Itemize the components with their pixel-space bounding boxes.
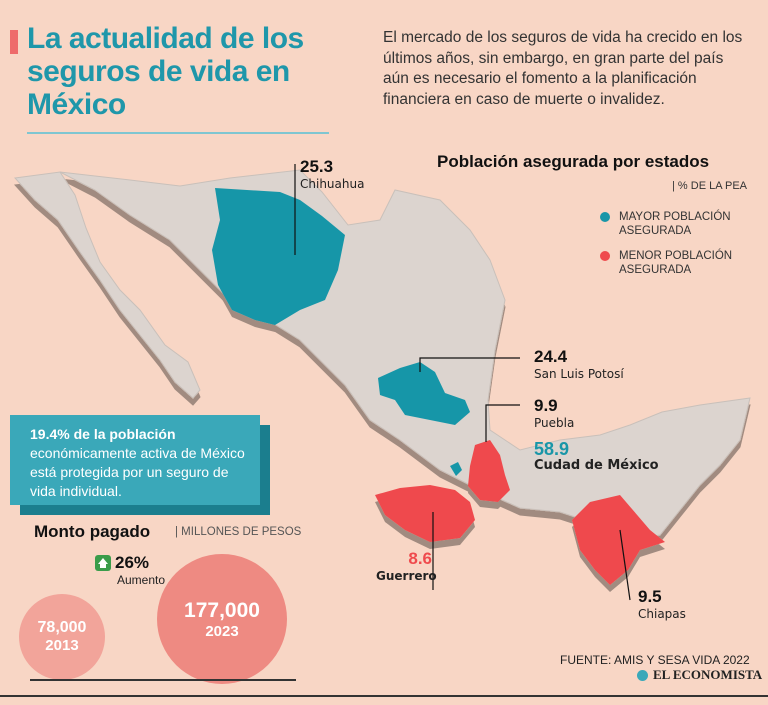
label-cdmx: 58.9 Cudad de México xyxy=(534,440,659,474)
brand-name: EL ECONOMISTA xyxy=(653,667,763,682)
leader-puebla xyxy=(485,404,520,442)
title-divider xyxy=(27,132,329,134)
state-chihuahua xyxy=(212,188,345,325)
label-guerrero: 8.6 Guerrero xyxy=(376,549,437,584)
puebla-name: Puebla xyxy=(534,416,575,430)
chiapas-value: 9.5 xyxy=(638,587,662,606)
chihuahua-value: 25.3 xyxy=(300,157,334,176)
cdmx-value: 58.9 xyxy=(534,439,570,459)
house-up-icon xyxy=(95,555,111,571)
legend-low-dot xyxy=(600,251,610,261)
bubble-2013: 78,000 2013 xyxy=(18,593,106,681)
baja-california-peninsula xyxy=(13,171,201,399)
source-note: FUENTE: AMIS Y SESA VIDA 2022 xyxy=(560,653,750,667)
legend-low: MENOR POBLACIÓN ASEGURADA xyxy=(600,249,750,277)
info-text: económicamente activa de México está pro… xyxy=(30,445,245,499)
label-chiapas: 9.5 Chiapas xyxy=(638,588,686,622)
leader-chiapas xyxy=(619,529,631,601)
page-title: La actualidad de los seguros de vida en … xyxy=(27,22,304,121)
chihuahua-name: Chihuahua xyxy=(300,177,365,191)
map-title: Población asegurada por estados xyxy=(437,152,710,171)
mexico-map xyxy=(13,164,751,601)
legend-low-label: MENOR POBLACIÓN ASEGURADA xyxy=(619,250,733,276)
bubble-2023-year: 2023 xyxy=(205,622,239,640)
guerrero-value: 8.6 xyxy=(408,549,432,568)
map-unit: | % DE LA PEA xyxy=(672,180,748,192)
label-chihuahua: 25.3 Chihuahua xyxy=(300,158,364,192)
bubble-2023-amount: 177,000 xyxy=(184,598,260,622)
cdmx-name: Cudad de México xyxy=(534,458,659,473)
info-box: 19.4% de la población económicamente act… xyxy=(10,415,260,505)
brand: EL ECONOMISTA xyxy=(637,667,762,683)
slp-value: 24.4 xyxy=(534,347,568,366)
slp-name: San Luis Potosí xyxy=(534,367,624,381)
bubble-2013-amount: 78,000 xyxy=(37,619,87,637)
paid-unit: | MILLONES DE PESOS xyxy=(175,526,302,538)
state-guerrero xyxy=(375,485,475,542)
legend-high-label: MAYOR POBLACIÓN ASEGURADA xyxy=(619,211,731,237)
label-slp: 24.4 San Luis Potosí xyxy=(534,348,624,382)
legend-high: MAYOR POBLACIÓN ASEGURADA xyxy=(600,210,750,238)
bubble-2023: 177,000 2023 xyxy=(157,554,287,684)
paid-divider xyxy=(30,679,296,681)
state-chiapas xyxy=(572,495,665,585)
bottom-divider xyxy=(0,695,768,697)
chiapas-name: Chiapas xyxy=(638,607,686,621)
brand-logo-icon xyxy=(637,669,648,681)
info-highlight: 19.4% de la población xyxy=(30,426,176,442)
leader-slp xyxy=(419,357,520,372)
puebla-value: 9.9 xyxy=(534,396,558,415)
increase-label: Aumento xyxy=(117,573,166,587)
intro-paragraph: El mercado de los seguros de vida ha cre… xyxy=(383,29,743,108)
label-puebla: 9.9 Puebla xyxy=(534,397,574,431)
legend-high-dot xyxy=(600,212,610,222)
increase-block: 26% Aumento xyxy=(95,553,165,587)
increase-value: 26% xyxy=(115,553,150,572)
title-accent-bar xyxy=(10,30,18,54)
state-puebla xyxy=(468,440,510,502)
bubble-2013-year: 2013 xyxy=(45,637,79,655)
paid-title: Monto pagado xyxy=(34,522,151,541)
state-san-luis-potosi xyxy=(378,362,470,425)
state-cdmx xyxy=(450,462,462,476)
guerrero-name: Guerrero xyxy=(376,569,437,583)
